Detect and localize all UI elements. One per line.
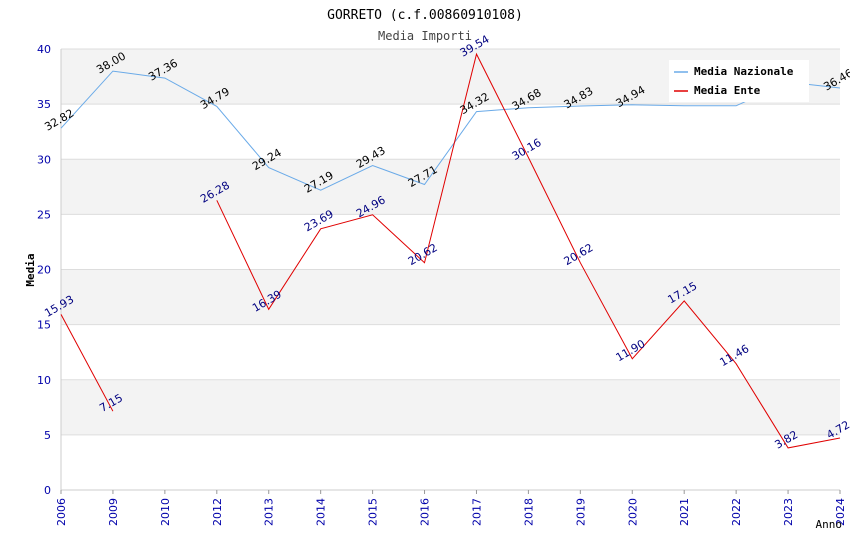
background-bands (61, 49, 840, 490)
y-tick-label: 35 (37, 98, 51, 111)
band (61, 434, 840, 490)
x-tick-label: 2014 (315, 498, 328, 526)
x-tick-label: 2013 (263, 498, 276, 526)
x-tick-label: 2016 (419, 498, 432, 526)
x-axis-label: Anno (816, 518, 843, 531)
x-tick-label: 2024 (834, 498, 847, 526)
band (61, 104, 840, 160)
x-tick-label: 2021 (678, 498, 691, 526)
series-line-media-nazionale (60, 70, 841, 191)
legend-label-media-nazionale: Media Nazionale (694, 65, 794, 78)
x-tick-label: 2022 (730, 498, 743, 526)
legend-box (669, 60, 809, 102)
x-tick-label: 2010 (159, 498, 172, 526)
y-tick-label: 5 (44, 429, 51, 442)
band (61, 159, 840, 215)
x-tick-label: 2023 (782, 498, 795, 526)
y-tick-label: 20 (37, 264, 51, 277)
x-tick-label: 2019 (574, 498, 587, 526)
y-tick-label: 40 (37, 43, 51, 56)
band (61, 379, 840, 435)
y-tick-label: 0 (44, 484, 51, 497)
y-tick-labels: 0 5 10 15 20 25 30 35 40 (37, 43, 51, 497)
series-line-media-ente (216, 52, 841, 449)
x-tick-label: 2015 (367, 498, 380, 526)
y-tick-label: 25 (37, 208, 51, 221)
x-tick-labels: 2006 2009 2010 2012 2013 2014 2015 2016 2017 2018… (55, 490, 847, 526)
chart-subtitle: Media Importi (378, 29, 472, 43)
x-tick-label: 2009 (107, 498, 120, 526)
y-axis-label: Media (24, 253, 37, 286)
x-tick-label: 2017 (470, 498, 483, 526)
x-tick-label: 2006 (55, 498, 68, 526)
chart-title: GORRETO (c.f.00860910108) (327, 8, 523, 23)
y-tick-label: 10 (37, 374, 51, 387)
legend-label-media-ente: Media Ente (694, 84, 761, 97)
x-tick-label: 2012 (211, 498, 224, 526)
series-line-media-ente (60, 314, 114, 412)
band (61, 324, 840, 380)
x-tick-label: 2020 (626, 498, 639, 526)
y-tick-label: 30 (37, 153, 51, 166)
y-tick-label: 15 (37, 319, 51, 332)
legend: Media Nazionale Media Ente (669, 60, 809, 102)
band (61, 214, 840, 270)
series-lines (60, 52, 841, 449)
x-tick-label: 2018 (522, 498, 535, 526)
band (61, 269, 840, 325)
